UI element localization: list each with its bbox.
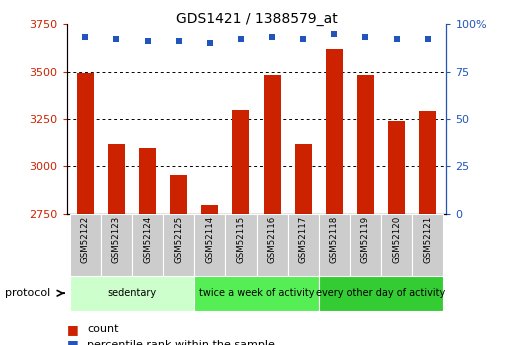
Bar <box>132 214 163 276</box>
Bar <box>264 75 281 214</box>
Bar <box>412 214 443 276</box>
Text: protocol: protocol <box>5 288 50 298</box>
Bar <box>294 144 312 214</box>
Bar <box>139 148 156 214</box>
Text: ■: ■ <box>67 338 78 345</box>
Text: GSM52118: GSM52118 <box>330 216 339 263</box>
Text: GSM52123: GSM52123 <box>112 216 121 263</box>
Bar <box>319 276 443 310</box>
Bar <box>70 214 101 276</box>
Bar <box>319 214 350 276</box>
Bar <box>101 214 132 276</box>
Text: GSM52115: GSM52115 <box>236 216 245 263</box>
Bar <box>170 175 187 214</box>
Bar <box>388 121 405 214</box>
Bar <box>381 214 412 276</box>
Bar <box>288 214 319 276</box>
Text: GSM52120: GSM52120 <box>392 216 401 263</box>
Text: GSM52122: GSM52122 <box>81 216 90 263</box>
Text: ■: ■ <box>67 323 78 336</box>
Text: sedentary: sedentary <box>107 288 156 298</box>
Text: GSM52114: GSM52114 <box>205 216 214 263</box>
Text: every other day of activity: every other day of activity <box>317 288 446 298</box>
Bar <box>350 214 381 276</box>
Bar <box>163 214 194 276</box>
Text: twice a week of activity: twice a week of activity <box>199 288 314 298</box>
Text: GSM52125: GSM52125 <box>174 216 183 263</box>
Bar <box>108 144 125 214</box>
Bar <box>419 111 436 214</box>
Bar <box>70 276 194 310</box>
Text: GSM52121: GSM52121 <box>423 216 432 263</box>
Text: GDS1421 / 1388579_at: GDS1421 / 1388579_at <box>175 12 338 26</box>
Text: count: count <box>87 325 119 334</box>
Bar <box>225 214 256 276</box>
Text: GSM52116: GSM52116 <box>268 216 277 263</box>
Bar <box>357 75 374 214</box>
Text: GSM52119: GSM52119 <box>361 216 370 263</box>
Text: percentile rank within the sample: percentile rank within the sample <box>87 340 275 345</box>
Bar <box>326 49 343 214</box>
Bar <box>256 214 288 276</box>
Bar <box>194 214 225 276</box>
Bar <box>201 205 219 214</box>
Bar <box>77 73 94 214</box>
Text: GSM52117: GSM52117 <box>299 216 308 263</box>
Text: GSM52124: GSM52124 <box>143 216 152 263</box>
Bar <box>232 109 249 214</box>
Bar <box>194 276 319 310</box>
